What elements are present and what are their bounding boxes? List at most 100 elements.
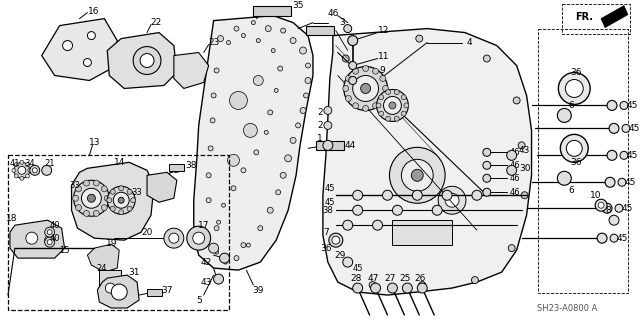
Text: SH23-A0800 A: SH23-A0800 A bbox=[536, 303, 597, 313]
Circle shape bbox=[605, 177, 615, 187]
Circle shape bbox=[45, 227, 54, 237]
Circle shape bbox=[42, 165, 52, 175]
Circle shape bbox=[353, 68, 358, 74]
Circle shape bbox=[376, 89, 408, 122]
Circle shape bbox=[472, 190, 482, 200]
Bar bbox=[392, 220, 452, 245]
Circle shape bbox=[268, 110, 273, 115]
Circle shape bbox=[206, 198, 211, 203]
Polygon shape bbox=[323, 29, 532, 295]
Circle shape bbox=[28, 168, 32, 172]
Circle shape bbox=[193, 232, 205, 244]
Text: 17: 17 bbox=[198, 221, 209, 230]
Circle shape bbox=[93, 211, 99, 216]
Circle shape bbox=[598, 202, 604, 208]
Polygon shape bbox=[174, 53, 209, 88]
Circle shape bbox=[508, 245, 515, 252]
Text: 28: 28 bbox=[350, 274, 362, 283]
Circle shape bbox=[417, 283, 428, 293]
Text: 27: 27 bbox=[385, 274, 396, 283]
Circle shape bbox=[214, 250, 219, 254]
Circle shape bbox=[363, 65, 369, 71]
Circle shape bbox=[607, 150, 617, 160]
Circle shape bbox=[252, 21, 255, 25]
Circle shape bbox=[101, 186, 108, 192]
Circle shape bbox=[483, 174, 491, 182]
Circle shape bbox=[561, 134, 588, 162]
Circle shape bbox=[372, 103, 378, 109]
Text: 38: 38 bbox=[323, 206, 333, 215]
Circle shape bbox=[274, 88, 278, 93]
Circle shape bbox=[521, 192, 528, 199]
Circle shape bbox=[507, 165, 516, 175]
Circle shape bbox=[258, 226, 263, 231]
Circle shape bbox=[324, 122, 332, 130]
Polygon shape bbox=[88, 244, 119, 272]
Circle shape bbox=[218, 36, 223, 41]
Circle shape bbox=[107, 198, 112, 203]
Circle shape bbox=[390, 147, 445, 203]
Circle shape bbox=[403, 283, 412, 293]
Bar bbox=[99, 270, 121, 290]
Circle shape bbox=[376, 103, 381, 108]
Circle shape bbox=[234, 26, 239, 31]
Circle shape bbox=[620, 151, 628, 159]
Circle shape bbox=[518, 142, 525, 149]
Circle shape bbox=[618, 178, 626, 186]
Circle shape bbox=[557, 108, 572, 122]
Circle shape bbox=[483, 161, 491, 169]
Circle shape bbox=[349, 77, 356, 85]
Circle shape bbox=[342, 55, 349, 62]
Text: 30: 30 bbox=[519, 164, 531, 173]
Circle shape bbox=[280, 172, 286, 178]
Circle shape bbox=[379, 111, 383, 116]
Text: 47: 47 bbox=[368, 274, 380, 283]
Circle shape bbox=[127, 189, 132, 194]
Text: 33: 33 bbox=[69, 181, 80, 190]
Circle shape bbox=[371, 283, 381, 293]
Bar bbox=[169, 164, 184, 171]
Circle shape bbox=[106, 283, 115, 293]
Text: 40: 40 bbox=[49, 234, 60, 243]
Text: 44: 44 bbox=[344, 141, 355, 150]
Polygon shape bbox=[72, 162, 154, 240]
Circle shape bbox=[305, 78, 311, 84]
Circle shape bbox=[507, 150, 516, 160]
Circle shape bbox=[83, 58, 92, 67]
Circle shape bbox=[607, 100, 617, 110]
Circle shape bbox=[241, 243, 246, 248]
Circle shape bbox=[47, 230, 52, 235]
Text: 6: 6 bbox=[568, 186, 574, 195]
Circle shape bbox=[231, 186, 236, 191]
Circle shape bbox=[63, 41, 72, 50]
Circle shape bbox=[210, 118, 215, 123]
Circle shape bbox=[349, 62, 356, 70]
Circle shape bbox=[383, 96, 401, 115]
Circle shape bbox=[389, 102, 396, 109]
Text: 46: 46 bbox=[509, 174, 520, 183]
Text: 2: 2 bbox=[317, 108, 323, 117]
Text: 40: 40 bbox=[49, 221, 60, 230]
Circle shape bbox=[329, 233, 343, 247]
Text: 45: 45 bbox=[324, 198, 335, 207]
Text: 45: 45 bbox=[626, 151, 637, 160]
Text: 21: 21 bbox=[44, 159, 55, 168]
Circle shape bbox=[18, 166, 26, 174]
Circle shape bbox=[290, 38, 296, 44]
Circle shape bbox=[290, 137, 296, 143]
Text: 37: 37 bbox=[161, 286, 173, 294]
Circle shape bbox=[300, 47, 307, 54]
Text: 36: 36 bbox=[570, 68, 582, 77]
Text: 45: 45 bbox=[626, 101, 637, 110]
Text: 4: 4 bbox=[466, 38, 472, 47]
Circle shape bbox=[214, 68, 219, 73]
Text: 46: 46 bbox=[327, 9, 339, 18]
Circle shape bbox=[257, 39, 260, 42]
Circle shape bbox=[412, 169, 423, 181]
Text: 23: 23 bbox=[208, 38, 220, 47]
Circle shape bbox=[76, 186, 81, 192]
Circle shape bbox=[346, 95, 351, 101]
Circle shape bbox=[101, 204, 108, 211]
Circle shape bbox=[227, 41, 230, 45]
Circle shape bbox=[361, 84, 371, 93]
